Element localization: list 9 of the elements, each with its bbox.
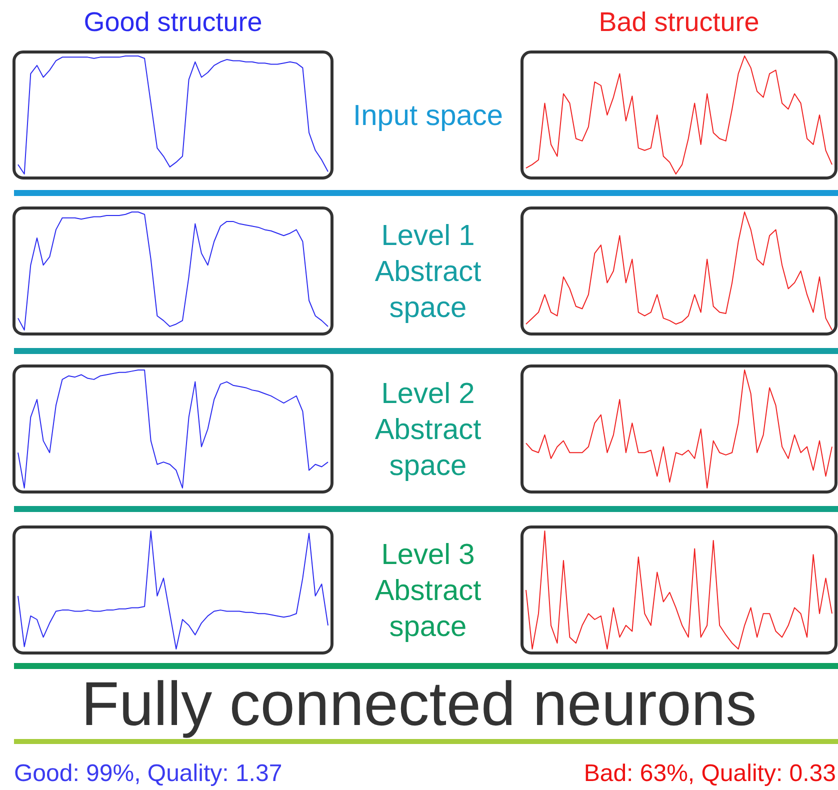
text: Input space <box>353 100 503 132</box>
text: Fully connected neurons <box>81 670 757 739</box>
text: Level 3 Abstract space <box>374 539 482 643</box>
text: Level 1 Abstract space <box>374 220 482 324</box>
chart-title: Good structure <box>84 7 262 37</box>
text: Level 2 Abstract space <box>374 378 482 482</box>
chart-title: Bad structure <box>598 7 760 37</box>
text: Good: 99%, Quality: 1.37 <box>14 760 282 787</box>
text: Bad: 63%, Quality: 0.33 <box>584 760 836 787</box>
